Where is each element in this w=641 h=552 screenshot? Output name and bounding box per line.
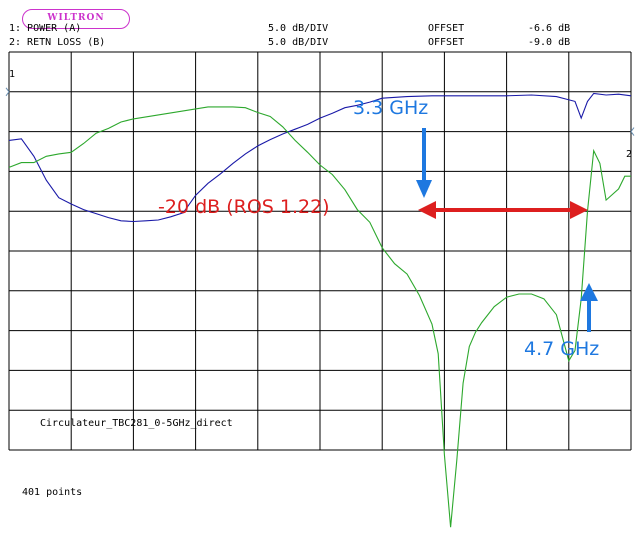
graticule xyxy=(8,51,632,451)
annotations xyxy=(5,87,635,332)
high-frequency-arrow-head xyxy=(580,283,598,301)
sweep-filename: Circulateur_TBC281_0-5GHz_direct xyxy=(40,418,233,429)
low-frequency-arrow-head xyxy=(416,180,432,198)
trace2-reference-marker: 2 xyxy=(626,149,633,160)
return-loss-trace xyxy=(8,106,631,528)
trace1-reference-tick xyxy=(5,87,10,97)
trace1-offset-value: -6.6 dB xyxy=(528,23,571,34)
bandwidth-arrow-left-head xyxy=(418,201,436,219)
trace1-label: 1: POWER (A) xyxy=(9,23,82,34)
trace2-label: 2: RETN LOSS (B) xyxy=(9,37,106,48)
bandwidth-label: -20 dB (ROS 1.22) xyxy=(158,196,330,218)
trace1-reference-marker: 1 xyxy=(9,69,16,80)
trace2-reference-tick xyxy=(630,127,635,136)
high-frequency-label: 4.7 GHz xyxy=(524,338,600,360)
points-count: 401 points xyxy=(22,487,83,498)
trace1-scale: 5.0 dB/DIV xyxy=(268,23,329,34)
traces xyxy=(8,92,632,528)
trace2-offset-value: -9.0 dB xyxy=(528,37,571,48)
wiltron-logo: WILTRON xyxy=(22,9,130,29)
trace1-offset-label: OFFSET xyxy=(428,23,465,34)
low-frequency-label: 3.3 GHz xyxy=(353,97,429,119)
logo-text: WILTRON xyxy=(47,13,105,23)
trace2-scale: 5.0 dB/DIV xyxy=(268,37,329,48)
trace2-offset-label: OFFSET xyxy=(428,37,465,48)
bandwidth-arrow-right-head xyxy=(570,201,588,219)
power-trace xyxy=(8,92,632,223)
